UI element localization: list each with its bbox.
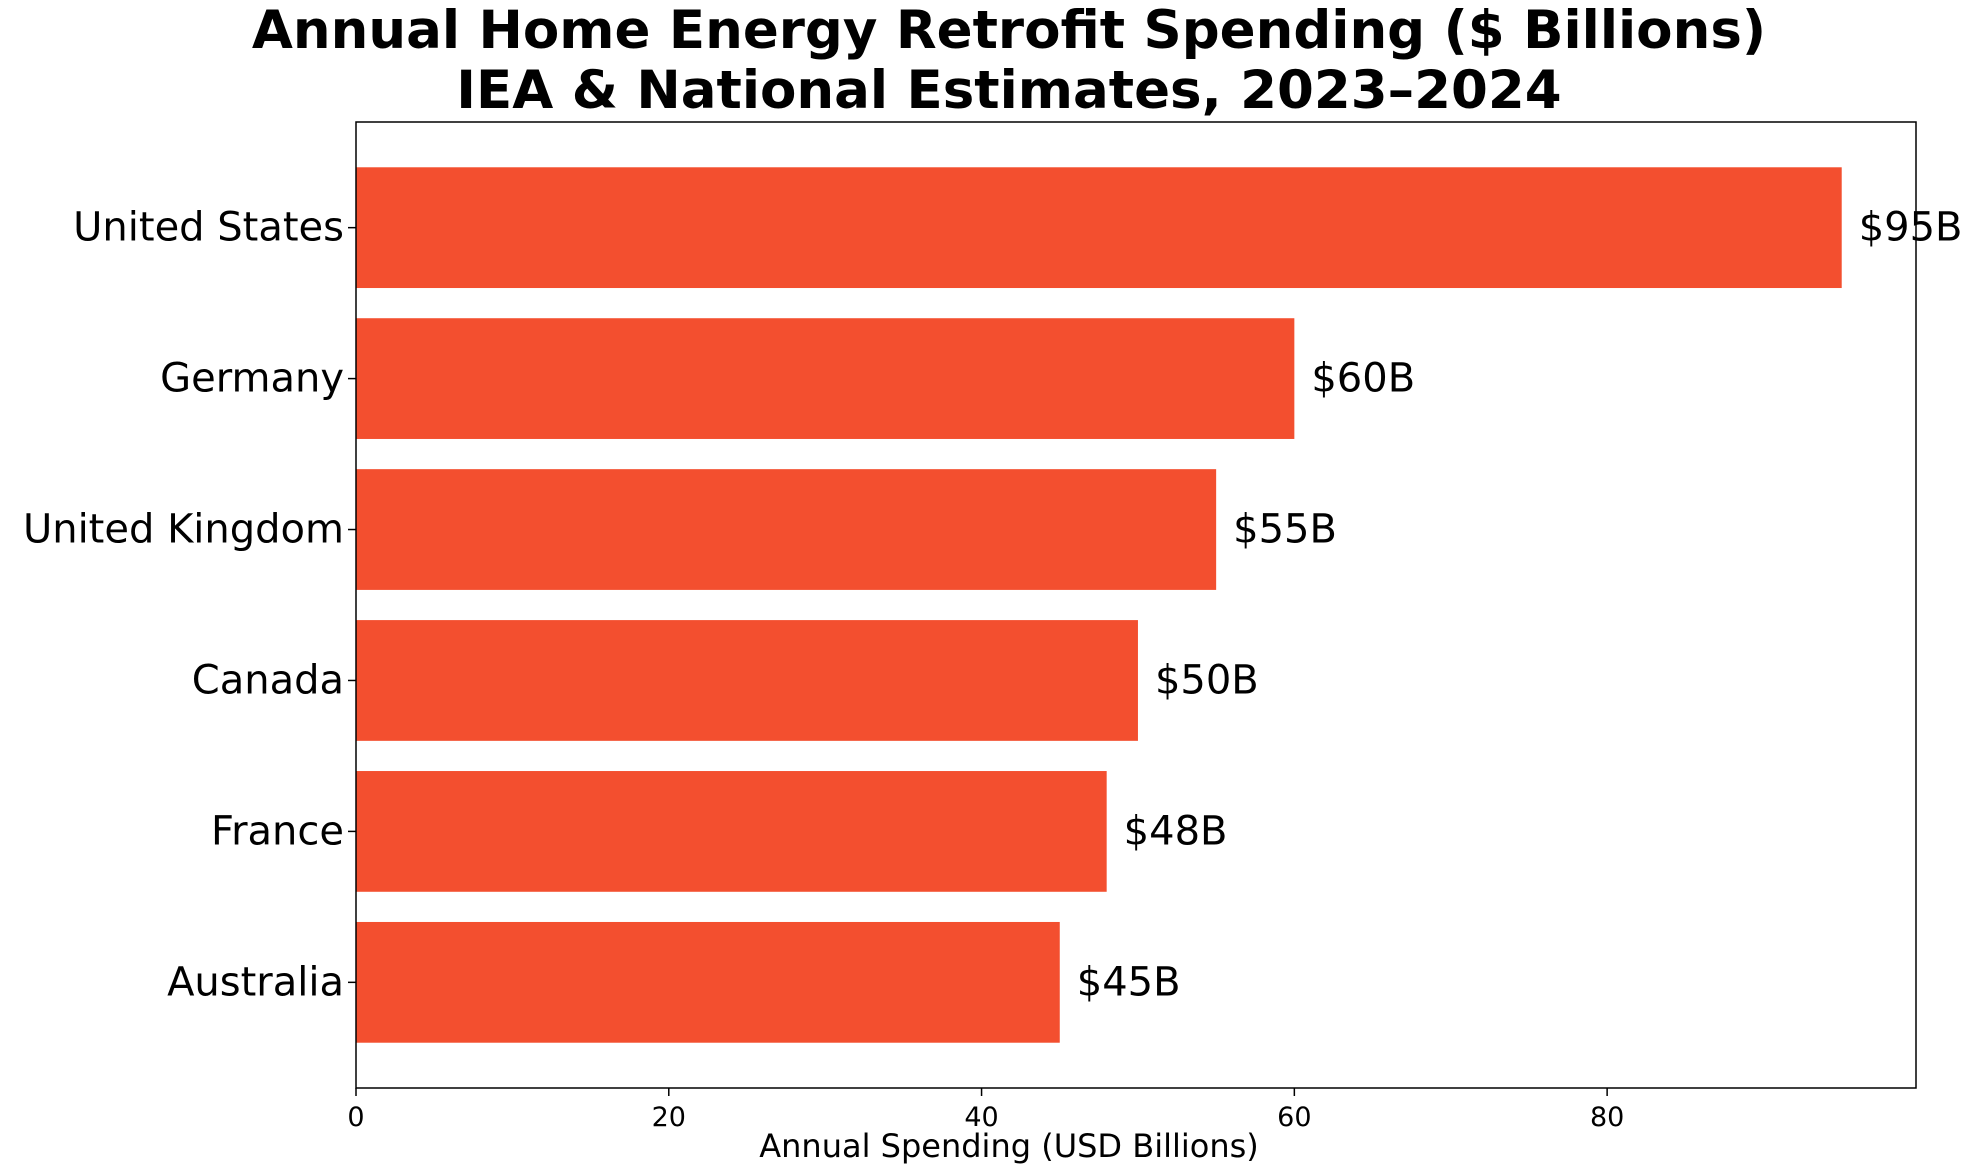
value-label: $45B (1077, 959, 1181, 1005)
y-tick-label: Australia (167, 959, 344, 1005)
value-label: $95B (1859, 205, 1963, 251)
plot-area-frame (355, 121, 1917, 1089)
y-axis-tick-labels: United States Germany United Kingdom Canada… (23, 205, 356, 1005)
x-tick-label: 40 (964, 1102, 998, 1133)
x-tick-label: 60 (1277, 1102, 1311, 1133)
chart-title: Annual Home Energy Retrofit Spending ($ … (252, 0, 1766, 61)
y-tick-label: Canada (192, 657, 344, 703)
bars-group (356, 167, 1842, 1043)
chart-subtitle: IEA & National Estimates, 2023–2024 (456, 60, 1561, 121)
value-label: $60B (1311, 356, 1415, 402)
value-labels: $95B $60B $55B $50B $48B $45B (1077, 205, 1963, 1006)
y-tick-label: Germany (160, 356, 344, 402)
bar-canada (356, 620, 1138, 741)
bar-united-kingdom (356, 469, 1217, 590)
x-tick-label: 20 (652, 1102, 686, 1133)
x-axis-ticks: 0 20 40 60 80 (347, 1088, 1624, 1133)
value-label: $55B (1233, 507, 1337, 553)
bar-france (356, 771, 1107, 892)
value-label: $50B (1155, 657, 1259, 703)
y-tick-label: France (211, 808, 344, 854)
x-tick-label: 0 (347, 1102, 364, 1133)
bar-australia (356, 921, 1060, 1043)
bar-united-states (356, 167, 1842, 289)
y-tick-label: United States (73, 205, 344, 251)
value-label: $48B (1124, 808, 1228, 854)
x-axis-label: Annual Spending (USD Billions) (759, 1127, 1259, 1165)
x-tick-label: 80 (1590, 1102, 1624, 1133)
bar-germany (356, 318, 1295, 439)
y-tick-label: United Kingdom (23, 507, 344, 553)
